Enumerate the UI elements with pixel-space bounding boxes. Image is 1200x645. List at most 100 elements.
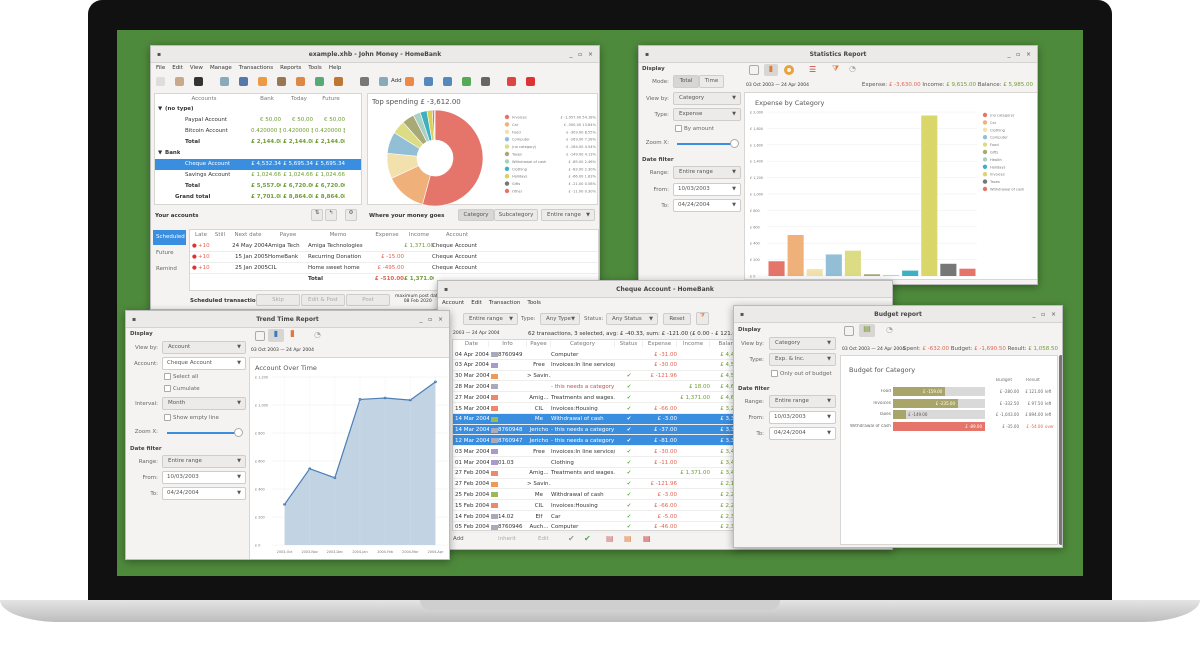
to-date-input[interactable]: 04/24/2004: [769, 427, 836, 440]
column-header[interactable]: Payee: [527, 341, 551, 347]
cumulate-checkbox[interactable]: [164, 385, 171, 392]
by-amount-checkbox[interactable]: [675, 125, 682, 132]
window-controls[interactable]: _ ▫ ×: [419, 316, 443, 323]
menu-reports[interactable]: Reports: [280, 65, 302, 71]
window-menu-icon[interactable]: ▪: [645, 51, 650, 58]
menu-tools[interactable]: Tools: [308, 65, 322, 71]
expand-icon[interactable]: ▼: [158, 150, 163, 156]
table-view-icon[interactable]: [255, 331, 265, 341]
refresh-icon[interactable]: ◔: [314, 330, 321, 339]
add-button[interactable]: Add: [453, 536, 464, 542]
line-chart-icon[interactable]: ▮: [268, 329, 284, 342]
vehicle-icon[interactable]: [481, 77, 490, 86]
save-icon[interactable]: [220, 77, 229, 86]
open-icon[interactable]: [175, 77, 184, 86]
from-date-input[interactable]: 10/03/2003: [162, 471, 246, 484]
account-row[interactable]: Total £ 2,144.08 £ 2,144.08 £ 2,144.08: [155, 137, 361, 148]
menu-help[interactable]: Help: [328, 65, 342, 71]
column-header[interactable]: Memo: [329, 232, 347, 238]
dropdown-icon[interactable]: [194, 77, 203, 86]
categories-icon[interactable]: [277, 77, 286, 86]
account-row[interactable]: Grand total £ 7,701.08 £ 8,864.08 £ 8,864.0…: [155, 192, 361, 203]
menu-tools[interactable]: Tools: [527, 300, 541, 306]
assign-icon[interactable]: ▤: [606, 534, 614, 543]
column-header[interactable]: Account: [445, 232, 469, 238]
new-file-icon[interactable]: [156, 77, 165, 86]
accounts-icon[interactable]: [239, 77, 248, 86]
window-controls[interactable]: _ ▫ ×: [569, 51, 593, 58]
menu-edit[interactable]: Edit: [172, 65, 183, 71]
inherit-button[interactable]: Inherit: [498, 536, 516, 542]
tab-scheduled[interactable]: Scheduled: [153, 230, 186, 245]
column-header[interactable]: Bank: [260, 96, 274, 102]
window-menu-icon[interactable]: ▪: [132, 316, 137, 323]
scheduled-row[interactable]: ● +10 25 Jan 2005 CIL Home sweet home £ -495.…: [190, 263, 598, 274]
account-row-selected[interactable]: Cheque Account £ 4,532.34 £ 5,695.34 £ 5,69…: [155, 159, 361, 170]
scheduled-row[interactable]: ● +10 24 May 2004 Amiga Tech Amiga Technolog…: [190, 241, 598, 252]
menu-edit[interactable]: Edit: [471, 300, 482, 306]
tab-future[interactable]: Future: [156, 250, 174, 256]
zoom-slider[interactable]: [677, 143, 733, 145]
column-header[interactable]: Today: [291, 96, 307, 102]
window-menu-icon[interactable]: ▪: [157, 51, 162, 58]
settings-button[interactable]: ⚙: [345, 209, 357, 221]
menu-transaction[interactable]: Transaction: [488, 300, 521, 306]
select-all-checkbox[interactable]: [164, 373, 171, 380]
post-button[interactable]: Post: [346, 294, 390, 306]
table-view-icon[interactable]: [844, 326, 854, 336]
column-header[interactable]: Expense: [643, 341, 677, 347]
help-icon[interactable]: [507, 77, 516, 86]
budget-chart-icon[interactable]: ▤: [859, 324, 875, 337]
viewby-dropdown[interactable]: Category: [769, 337, 836, 350]
range-dropdown[interactable]: Entire range: [162, 455, 246, 468]
add-icon[interactable]: [379, 77, 388, 86]
menu-view[interactable]: View: [189, 65, 203, 71]
skip-button[interactable]: Skip: [256, 294, 300, 306]
archive-icon[interactable]: [315, 77, 324, 86]
tab-category[interactable]: Category: [458, 209, 494, 221]
legend-icon[interactable]: ☰: [809, 65, 817, 74]
window-menu-icon[interactable]: ▪: [740, 311, 745, 318]
menu-file[interactable]: File: [156, 65, 166, 71]
viewby-dropdown[interactable]: Category: [673, 92, 741, 105]
from-date-input[interactable]: 10/03/2003: [673, 183, 741, 196]
column-header[interactable]: Expense: [375, 232, 399, 238]
column-header[interactable]: Payee: [279, 232, 297, 238]
viewby-dropdown[interactable]: Account: [162, 341, 246, 354]
menu-account[interactable]: Account: [442, 300, 465, 306]
statistics-icon[interactable]: [405, 77, 414, 86]
column-header[interactable]: Income: [408, 232, 430, 238]
zoom-slider-handle[interactable]: [234, 428, 243, 437]
edit-button[interactable]: Edit: [538, 536, 549, 542]
table-view-icon[interactable]: [749, 65, 759, 75]
balance-icon[interactable]: [443, 77, 452, 86]
column-header[interactable]: Next date: [234, 232, 262, 238]
window-controls[interactable]: _ ▫ ×: [1032, 311, 1056, 318]
column-header[interactable]: Info: [489, 341, 527, 347]
edit-post-button[interactable]: Edit & Post: [301, 294, 345, 306]
reset-button[interactable]: Reset: [663, 313, 691, 325]
refresh-icon[interactable]: ◔: [849, 64, 856, 73]
filter-icon[interactable]: ⧩: [832, 64, 840, 73]
to-date-input[interactable]: 04/24/2004: [673, 199, 741, 212]
interval-dropdown[interactable]: Month: [162, 397, 246, 410]
account-row[interactable]: Savings Account £ 1,024.66 £ 1,024.66 £ 1,0…: [155, 170, 361, 181]
window-menu-icon[interactable]: ▪: [444, 286, 449, 293]
menu-manage[interactable]: Manage: [209, 65, 232, 71]
scrollbar[interactable]: [1059, 355, 1062, 545]
wizard-icon[interactable]: [334, 77, 343, 86]
mark-reconciled-icon[interactable]: ✔: [584, 534, 591, 543]
column-header[interactable]: Accounts: [191, 96, 217, 102]
from-date-input[interactable]: 10/03/2003: [769, 411, 836, 424]
filter-button[interactable]: ⧩: [696, 312, 709, 325]
tab-subcategory[interactable]: Subcategory: [494, 209, 538, 221]
mode-time-button[interactable]: Time: [699, 75, 724, 88]
delete-icon[interactable]: ▤: [643, 534, 651, 543]
window-controls[interactable]: _ ▫ ×: [1007, 51, 1031, 58]
account-row[interactable]: Paypal Account € 50,00 € 50,00 € 50,00: [155, 115, 361, 126]
account-row[interactable]: Bitcoin Account 0.420000 ₿ 0.420000 ₿ 0.420…: [155, 126, 361, 137]
type-dropdown[interactable]: Expense: [673, 108, 741, 121]
range-dropdown[interactable]: Entire range: [463, 313, 518, 325]
type-dropdown[interactable]: Exp. & Inc.: [769, 353, 836, 366]
register-icon[interactable]: [360, 77, 369, 86]
